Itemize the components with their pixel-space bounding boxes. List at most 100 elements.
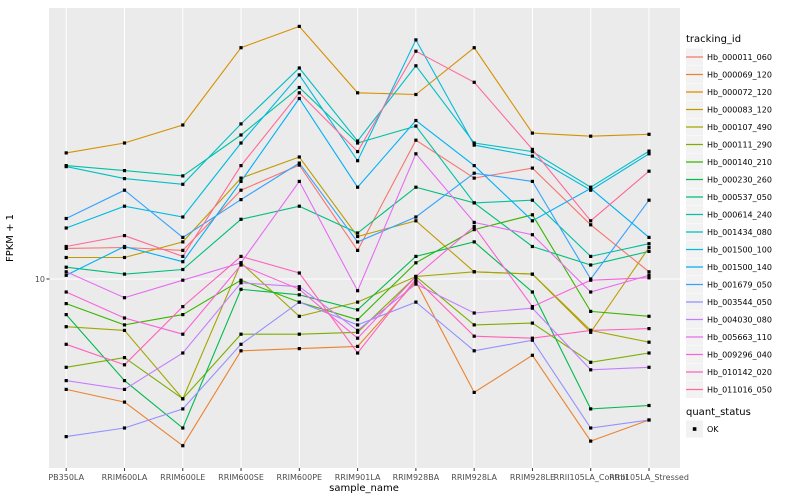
data-point — [122, 234, 127, 238]
data-point — [530, 150, 534, 154]
data-point — [356, 330, 360, 334]
data-point — [647, 132, 651, 136]
data-point — [472, 220, 476, 224]
legend-quant-status-item: OK — [686, 420, 719, 438]
data-point — [356, 323, 360, 327]
data-point — [356, 289, 360, 293]
legend-label: Hb_010142_020 — [707, 368, 772, 377]
y-axis-title: FPKM + 1 — [5, 214, 16, 262]
legend-label: Hb_004030_080 — [707, 316, 772, 325]
data-point — [64, 226, 68, 230]
data-point — [530, 338, 534, 342]
legend-item: Hb_000140_210 — [686, 153, 772, 171]
data-point — [297, 271, 301, 275]
data-point — [530, 154, 534, 158]
legend-item: Hb_000614_240 — [686, 206, 772, 223]
data-point — [297, 332, 301, 336]
data-point — [239, 254, 243, 258]
data-point — [472, 143, 476, 147]
data-point — [414, 38, 418, 42]
legend-title-quant-status: quant_status — [686, 407, 751, 418]
data-point — [472, 270, 476, 274]
data-point — [356, 240, 360, 244]
data-point — [64, 255, 68, 260]
data-point — [297, 287, 301, 291]
data-point — [356, 336, 360, 340]
legend-label: Hb_001434_080 — [707, 228, 772, 237]
data-point — [530, 321, 534, 325]
data-point — [356, 159, 360, 163]
data-point — [589, 330, 593, 334]
data-point — [589, 278, 593, 282]
legend-item: Hb_001500_140 — [686, 258, 772, 276]
legend-label: Hb_000537_050 — [707, 193, 772, 202]
legend-item: Hb_011016_050 — [686, 381, 772, 398]
data-point — [297, 155, 301, 159]
data-point — [589, 368, 593, 372]
axis-ticks — [46, 278, 650, 471]
data-point — [297, 24, 301, 28]
legend-label: Hb_000083_120 — [707, 106, 772, 115]
data-point — [414, 282, 418, 286]
data-point — [530, 353, 534, 357]
data-point — [647, 249, 651, 253]
data-point — [122, 426, 127, 430]
data-point — [239, 46, 243, 50]
data-point — [297, 161, 301, 165]
data-point — [356, 91, 360, 95]
data-point — [589, 309, 593, 313]
x-tick-label: RRIM600LE — [160, 473, 205, 482]
legend-item: Hb_009296_040 — [686, 346, 772, 363]
x-tick-label: RRIM901LA — [335, 473, 381, 482]
data-point — [64, 290, 68, 294]
data-point — [647, 276, 651, 280]
data-point — [356, 344, 360, 348]
data-point — [239, 198, 243, 202]
data-point — [122, 244, 127, 249]
data-point — [122, 379, 127, 383]
data-point — [472, 228, 476, 232]
data-point — [297, 66, 301, 70]
data-point — [647, 169, 651, 173]
data-point — [647, 403, 651, 408]
data-point — [122, 204, 127, 208]
x-tick-label: RRII105LA_Control — [554, 473, 628, 482]
data-point — [181, 397, 185, 401]
legend-item: Hb_003544_050 — [686, 293, 772, 311]
data-point — [530, 198, 534, 202]
data-point — [647, 235, 651, 239]
legend-label: OK — [707, 425, 719, 434]
data-point — [647, 152, 651, 156]
data-point — [239, 349, 243, 353]
data-point — [530, 213, 534, 217]
data-point — [239, 141, 243, 145]
data-point — [297, 347, 301, 351]
data-point — [297, 73, 301, 77]
data-point — [297, 293, 301, 297]
data-point — [64, 365, 68, 369]
data-point — [181, 215, 185, 219]
legend-label: Hb_001679_050 — [707, 281, 772, 290]
data-point — [414, 261, 418, 265]
data-point — [647, 340, 651, 344]
data-point — [64, 165, 68, 169]
legend-label: Hb_000230_260 — [707, 176, 772, 185]
data-point — [356, 139, 360, 143]
data-point — [181, 332, 185, 336]
data-point — [181, 351, 185, 355]
data-point — [122, 400, 127, 404]
data-point — [122, 328, 127, 332]
data-point — [589, 219, 593, 223]
data-point — [530, 179, 534, 183]
data-point — [297, 163, 301, 167]
data-point — [472, 311, 476, 315]
data-point — [122, 255, 127, 260]
data-point — [181, 426, 185, 430]
data-point — [589, 254, 593, 258]
data-point — [297, 179, 301, 183]
data-point — [472, 164, 476, 168]
data-point — [297, 91, 301, 95]
legend-label: Hb_009296_040 — [707, 351, 772, 360]
legend-label: Hb_000069_120 — [707, 71, 772, 80]
data-point — [239, 164, 243, 168]
